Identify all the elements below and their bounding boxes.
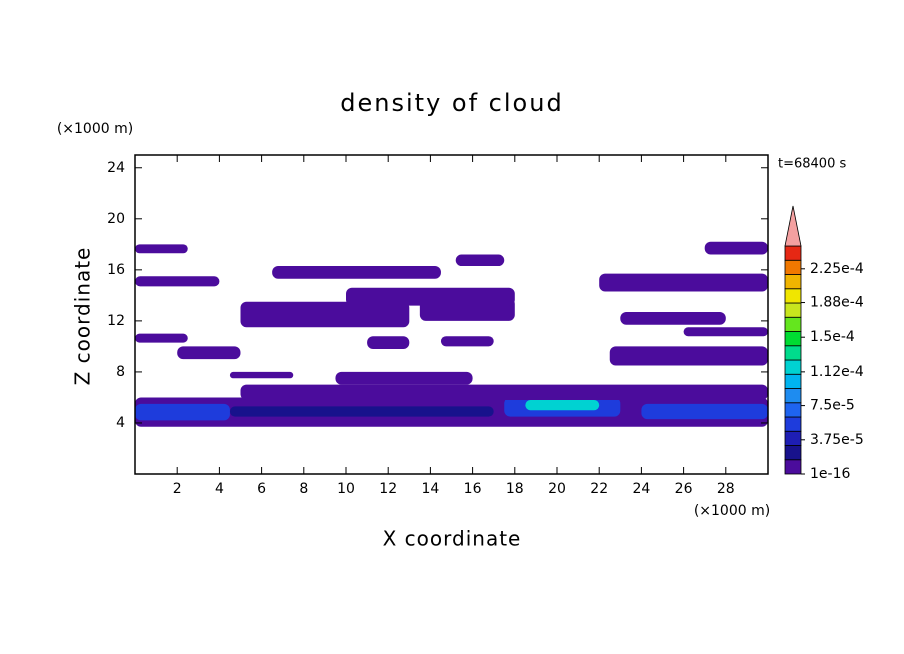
cloud-region	[440, 336, 494, 347]
colorbar-band	[784, 331, 802, 347]
cloud-region	[641, 403, 768, 420]
colorbar-band	[784, 373, 802, 389]
x-tick-label: 8	[299, 481, 308, 497]
cloud-region	[609, 346, 768, 366]
cloud-region	[367, 336, 410, 349]
colorbar-band	[784, 288, 802, 304]
colorbar-band	[784, 316, 802, 332]
plot-frame	[134, 154, 769, 475]
chart-title: density of cloud	[340, 89, 563, 117]
x-tick-label: 18	[506, 481, 524, 497]
cloud-region	[620, 311, 726, 325]
cloud-region	[346, 287, 515, 306]
colorbar-band	[784, 416, 802, 432]
cloud-region	[240, 301, 410, 328]
x-tick-label: 24	[632, 481, 650, 497]
cloud-region	[272, 266, 441, 279]
x-tick-label: 6	[257, 481, 266, 497]
colorbar-tick-label: 1.88e-4	[810, 295, 864, 311]
x-tick-label: 26	[675, 481, 693, 497]
x-tick-label: 2	[173, 481, 182, 497]
x-unit: (×1000 m)	[694, 503, 770, 519]
colorbar-band	[784, 402, 802, 418]
x-tick-label: 22	[590, 481, 608, 497]
colorbar-band	[784, 345, 802, 361]
colorbar-band	[784, 274, 802, 290]
x-tick-label: 20	[548, 481, 566, 497]
colorbar-tick-label: 7.5e-5	[810, 398, 855, 414]
x-tick-label: 14	[421, 481, 439, 497]
y-tick-label: 12	[107, 313, 125, 329]
x-axis-label: X coordinate	[383, 527, 522, 551]
x-tick-label: 28	[717, 481, 735, 497]
cloud-region	[599, 273, 768, 292]
cloud-region	[240, 384, 768, 400]
colorbar-band	[784, 359, 802, 375]
colorbar-band	[784, 459, 802, 475]
time-label: t=68400 s	[778, 157, 846, 172]
colorbar-band	[784, 388, 802, 404]
cloud-region	[135, 333, 188, 343]
colorbar-band	[784, 430, 802, 446]
y-tick-label: 8	[116, 364, 125, 380]
cloud-region	[135, 403, 230, 421]
y-tick-label: 24	[107, 160, 125, 176]
colorbar-band	[784, 302, 802, 318]
colorbar-tick-label: 3.75e-5	[810, 432, 864, 448]
colorbar-tick-label: 1.5e-4	[810, 329, 855, 345]
cloud-region	[177, 346, 241, 360]
colorbar-tick-label: 1e-16	[810, 466, 850, 482]
cloud-region	[683, 327, 768, 337]
cloud-region	[135, 276, 220, 287]
cloud-region	[455, 254, 505, 267]
y-tick-label: 16	[107, 262, 125, 278]
colorbar-tick-label: 1.12e-4	[810, 364, 864, 380]
colorbar-tick-label: 2.25e-4	[810, 261, 864, 277]
colorbar-extend	[784, 205, 802, 247]
y-axis-label: Z coordinate	[71, 247, 95, 386]
cloud-region	[335, 371, 473, 385]
colorbar-band	[784, 445, 802, 461]
colorbar-band	[784, 259, 802, 275]
cloud-region	[704, 241, 768, 255]
x-tick-label: 10	[337, 481, 355, 497]
cloud-region	[135, 244, 188, 254]
cloud-region	[229, 371, 294, 379]
y-tick-label: 20	[107, 211, 125, 227]
y-tick-label: 4	[116, 415, 125, 431]
colorbar-band	[784, 245, 802, 261]
cloud-region	[525, 399, 600, 411]
x-tick-label: 16	[464, 481, 482, 497]
x-tick-label: 4	[215, 481, 224, 497]
y-unit: (×1000 m)	[57, 121, 133, 137]
cloud-region	[229, 406, 494, 417]
x-tick-label: 12	[379, 481, 397, 497]
